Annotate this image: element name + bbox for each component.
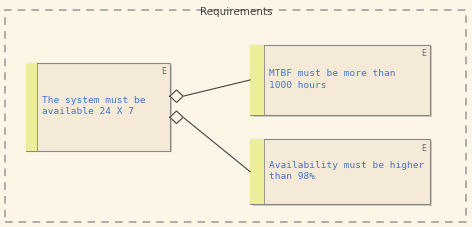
Text: The system must be
available 24 X 7: The system must be available 24 X 7 (42, 96, 146, 116)
Bar (26, 64, 37, 151)
Bar (250, 140, 263, 204)
Bar (250, 140, 430, 204)
Text: E: E (421, 49, 426, 58)
Bar (26, 64, 170, 151)
Bar (28, 65, 172, 153)
Text: E: E (421, 143, 426, 152)
Polygon shape (170, 111, 183, 124)
Text: Requirements: Requirements (200, 7, 272, 17)
Text: Availability must be higher
than 98%: Availability must be higher than 98% (269, 161, 424, 181)
Bar (253, 47, 432, 118)
Bar (250, 45, 263, 116)
Text: MTBF must be more than
1000 hours: MTBF must be more than 1000 hours (269, 69, 396, 89)
Bar (253, 141, 432, 206)
Text: E: E (161, 67, 166, 76)
Bar (250, 45, 430, 116)
Polygon shape (170, 91, 183, 103)
